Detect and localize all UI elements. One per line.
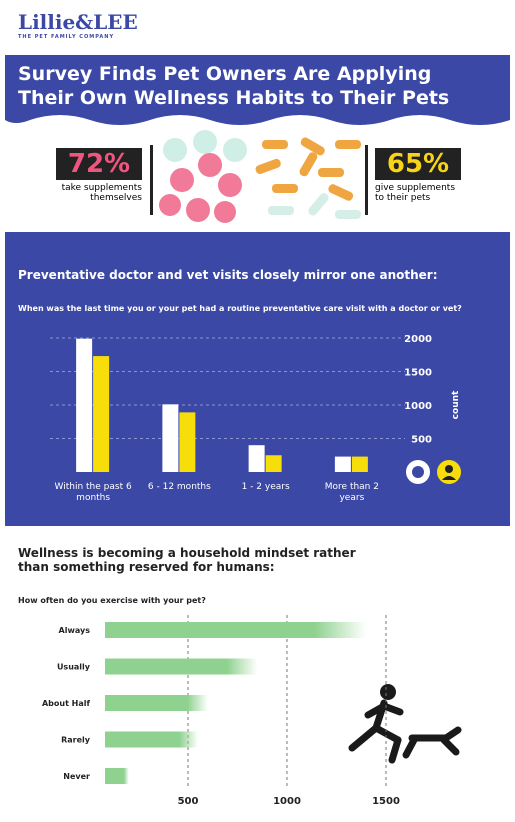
y-tick-label: 500 xyxy=(411,435,432,446)
page-title: Survey Finds Pet Owners Are Applying The… xyxy=(18,63,450,109)
y-tick-label: Always xyxy=(59,626,91,635)
y-axis-label: count xyxy=(451,390,461,419)
x-tick-label: 1500 xyxy=(372,796,400,807)
bar xyxy=(105,695,208,711)
tagline: THE PET FAMILY COMPANY xyxy=(18,34,115,40)
y-tick-label: Never xyxy=(63,772,90,781)
chart-exercise: 500 1000 1500 Always Usually About Half Rarely… xyxy=(42,615,400,807)
divider xyxy=(365,145,368,215)
y-tick-label: 1000 xyxy=(404,401,432,412)
bones-illustration xyxy=(255,137,361,219)
stat: 65% give supplements to their pets xyxy=(375,148,461,203)
bar xyxy=(76,338,93,472)
x-tick-label: Within the past 6 months xyxy=(54,482,132,503)
stat-label: give supplements to their pets xyxy=(375,183,456,203)
x-tick-label: 1000 xyxy=(273,796,301,807)
bar xyxy=(248,445,265,472)
y-tick-label: Usually xyxy=(57,663,91,672)
stat-value: 72% xyxy=(56,148,142,180)
chart-title: Preventative doctor and vet visits close… xyxy=(18,268,438,282)
bar xyxy=(93,356,110,472)
y-tick-label: Rarely xyxy=(61,736,91,745)
bar xyxy=(162,404,179,472)
chart-subtitle: How often do you exercise with your pet? xyxy=(18,596,206,605)
bar xyxy=(334,456,351,472)
logo: Lillie&LEE xyxy=(18,10,138,34)
bar xyxy=(105,658,258,675)
divider xyxy=(150,145,153,215)
legend-icons xyxy=(406,460,461,484)
stat: 72% take supplements themselves xyxy=(56,148,142,203)
y-tick-label: About Half xyxy=(42,699,91,708)
stat-value: 65% xyxy=(375,148,461,180)
bar xyxy=(179,412,196,472)
stat-label: take supplements themselves xyxy=(61,183,142,203)
x-tick-label: 6 - 12 months xyxy=(147,482,211,492)
x-tick-label: 500 xyxy=(178,796,199,807)
bar xyxy=(351,456,368,472)
y-tick-label: 1500 xyxy=(404,368,432,379)
runner-silhouette xyxy=(348,684,462,764)
chart-subtitle: When was the last time you or your pet h… xyxy=(18,304,462,313)
bar xyxy=(105,731,198,748)
chart-title: Wellness is becoming a household mindset… xyxy=(18,546,356,574)
bar xyxy=(105,622,367,638)
x-tick-label: More than 2 years xyxy=(324,482,379,503)
y-tick-label: 2000 xyxy=(404,334,432,345)
title-banner xyxy=(5,55,510,125)
x-tick-label: 1 - 2 years xyxy=(241,482,290,492)
bar xyxy=(105,768,129,784)
pills-illustration xyxy=(159,130,247,223)
chart-visits: 500 1000 1500 2000 count xyxy=(50,334,461,472)
bar xyxy=(265,455,282,472)
